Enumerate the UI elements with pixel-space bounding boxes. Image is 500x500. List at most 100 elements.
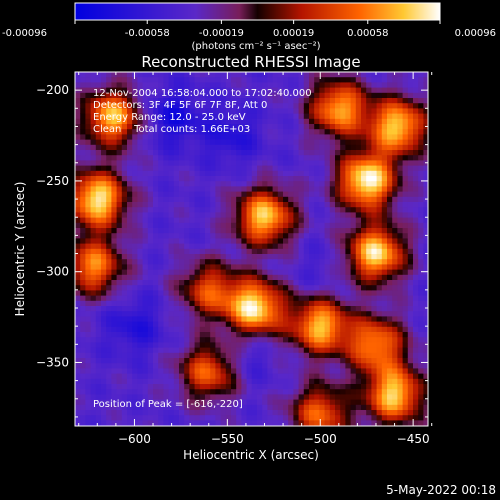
heatmap-cell [220,118,227,125]
heatmap-cell [137,410,143,416]
heatmap-cell [345,410,351,416]
heatmap-cell [418,399,424,406]
heatmap-cell [413,384,419,390]
heatmap-cell [272,410,279,416]
heatmap-cell [111,347,117,354]
heatmap-cell [319,165,325,172]
heatmap-cell [106,368,112,374]
heatmap-cell [418,176,424,182]
heatmap-cell [199,228,206,234]
heatmap-cell [397,181,403,187]
heatmap-cell [189,352,195,359]
heatmap-cell [272,238,279,244]
heatmap-cell [220,389,227,395]
heatmap-cell [418,347,424,354]
heatmap-cell [225,410,232,416]
heatmap-cell [324,77,331,83]
heatmap-cell [303,165,310,172]
heatmap-cell [179,144,185,151]
heatmap-cell [184,129,190,135]
heatmap-cell [158,254,164,260]
heatmap-cell [309,118,315,125]
heatmap-cell [127,170,133,177]
heatmap-cell [75,311,81,317]
heatmap-cell [199,352,206,359]
heatmap-cell [106,139,112,146]
heatmap-cell [95,233,102,239]
heatmap-cell [423,352,428,359]
heatmap-cell [350,352,357,359]
heatmap-cell [303,150,310,156]
heatmap-cell [127,358,133,364]
heatmap-cell [350,384,357,390]
heatmap-cell [210,300,216,307]
heatmap-cell [158,207,164,213]
heatmap-cell [147,384,154,390]
heatmap-cell [127,118,133,125]
heatmap-cell [90,155,97,161]
heatmap-cell [163,290,169,296]
heatmap-cell [215,243,221,250]
heatmap-cell [366,207,372,213]
heatmap-cell [179,378,185,385]
heatmap-cell [179,212,185,218]
heatmap-cell [340,420,346,426]
heatmap-cell [95,415,102,421]
heatmap-cell [153,264,159,270]
heatmap-cell [288,326,294,333]
heatmap-cell [314,108,320,114]
heatmap-cell [257,139,263,146]
heatmap-cell [355,233,362,239]
heatmap-cell [423,285,428,291]
heatmap-cell [262,254,268,260]
heatmap-cell [179,176,185,182]
heatmap-cell [345,176,351,182]
heatmap-cell [220,306,227,312]
heatmap-cell [361,404,367,411]
heatmap-cell [309,228,315,234]
heatmap-cell [387,144,393,151]
heatmap-cell [168,160,175,166]
heatmap-cell [303,181,310,187]
heatmap-cell [231,384,237,390]
heatmap-cell [340,337,346,343]
heatmap-cell [418,326,424,333]
heatmap-cell [340,191,346,198]
heatmap-cell [101,363,107,369]
heatmap-cell [116,176,123,182]
heatmap-cell [387,181,393,187]
heatmap-cell [158,306,164,312]
heatmap-cell [413,373,419,380]
heatmap-cell [309,300,315,307]
heatmap-cell [95,420,102,426]
heatmap-cell [267,207,273,213]
heatmap-cell [277,181,284,187]
heatmap-cell [376,316,383,322]
heatmap-cell [80,384,86,390]
heatmap-cell [127,337,133,343]
heatmap-cell [303,160,310,166]
heatmap-cell [231,373,237,380]
heatmap-cell [111,202,117,208]
heatmap-cell [246,404,253,411]
heatmap-cell [319,394,325,400]
heatmap-cell [111,82,117,88]
heatmap-cell [423,155,428,161]
heatmap-cell [381,238,388,244]
heatmap-cell [329,352,336,359]
heatmap-cell [423,134,428,140]
heatmap-cell [303,77,310,83]
heatmap-cell [283,295,289,302]
heatmap-cell [85,316,91,322]
heatmap-cell [127,347,133,354]
heatmap-cell [121,415,128,421]
heatmap-cell [267,144,273,151]
heatmap-cell [293,259,299,265]
heatmap-cell [267,134,273,140]
heatmap-cell [298,228,305,234]
heatmap-cell [283,118,289,125]
heatmap-cell [189,243,195,250]
heatmap-cell [314,212,320,218]
heatmap-cell [205,108,211,114]
heatmap-cell [345,212,351,218]
